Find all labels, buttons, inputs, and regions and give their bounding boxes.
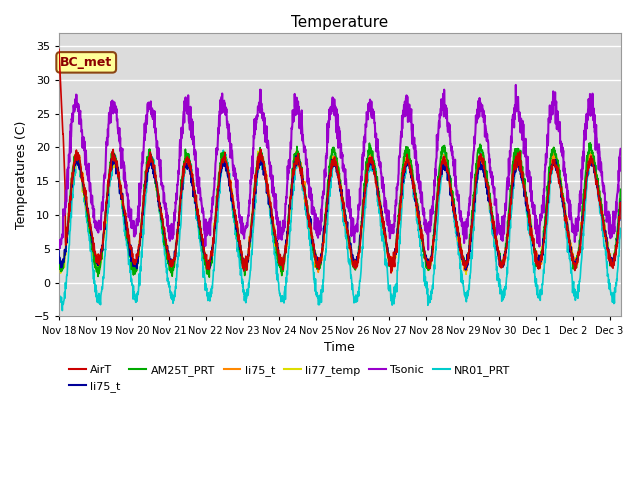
Y-axis label: Temperatures (C): Temperatures (C) <box>15 120 28 228</box>
Text: BC_met: BC_met <box>60 56 113 69</box>
Title: Temperature: Temperature <box>291 15 388 30</box>
X-axis label: Time: Time <box>324 341 355 354</box>
Legend: AirT, li75_t, AM25T_PRT, li75_t, li77_temp, Tsonic, NR01_PRT: AirT, li75_t, AM25T_PRT, li75_t, li77_te… <box>65 361 515 396</box>
